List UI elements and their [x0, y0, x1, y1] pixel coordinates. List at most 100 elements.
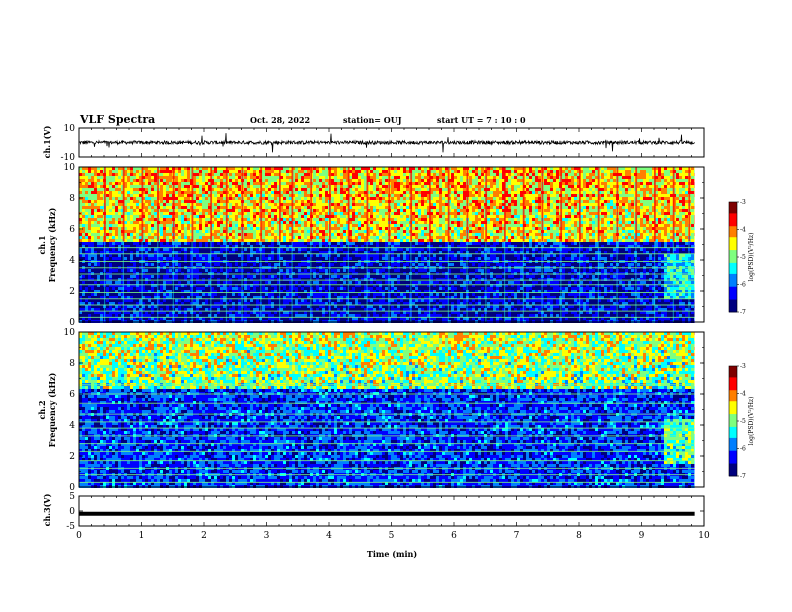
spectrogram-cell	[139, 179, 142, 182]
spectrogram-cell	[244, 215, 247, 218]
spectrogram-cell	[631, 182, 634, 185]
spectrogram-cell	[583, 215, 586, 218]
spectrogram-cell	[196, 221, 199, 224]
spectrogram-cell	[223, 233, 226, 236]
spectrogram-cell	[460, 194, 463, 197]
spectrogram-cell	[289, 233, 292, 236]
spectrogram-cell	[244, 176, 247, 179]
spectrogram-cell	[397, 209, 400, 212]
spectrogram-cell	[88, 236, 91, 239]
spectrogram-cell	[649, 197, 652, 200]
spectrogram-cell	[397, 194, 400, 197]
spectrogram-cell	[253, 167, 256, 170]
spectrogram-cell	[577, 212, 580, 215]
spectrogram-cell	[601, 194, 604, 197]
spectrogram-cell	[532, 200, 535, 203]
spectrogram-cell	[349, 206, 352, 209]
spectrogram-cell	[502, 230, 505, 233]
spectrogram-cell	[583, 182, 586, 185]
spectrogram-cell	[193, 224, 196, 227]
spectrogram-cell	[544, 182, 547, 185]
spectrogram-cell	[343, 233, 346, 236]
spectrogram-cell	[346, 221, 349, 224]
spectrogram-cell	[250, 179, 253, 182]
spectrogram-cell	[433, 209, 436, 212]
spectrogram-cell	[667, 227, 670, 230]
spectrogram-cell	[643, 191, 646, 194]
spectrogram-cell	[655, 230, 658, 233]
spectrogram-cell	[529, 179, 532, 182]
spectrogram-cell	[229, 167, 232, 170]
spectrogram-cell	[628, 227, 631, 230]
spectrogram-cell	[517, 197, 520, 200]
spectrogram-cell	[223, 221, 226, 224]
spectrogram-cell	[337, 167, 340, 170]
spectrogram-cell	[106, 191, 109, 194]
spectrogram-cell	[307, 173, 310, 176]
spectrogram-cell	[208, 197, 211, 200]
spectrogram-cell	[628, 167, 631, 170]
spectrogram-cell	[472, 221, 475, 224]
spectrogram-cell	[574, 173, 577, 176]
spectrogram-cell	[412, 221, 415, 224]
spectrogram-cell	[379, 230, 382, 233]
spectrogram-cell	[244, 203, 247, 206]
spectrogram-cell	[613, 176, 616, 179]
spectrogram-cell	[145, 197, 148, 200]
spectrogram-cell	[334, 188, 337, 191]
spectrogram-cell	[508, 224, 511, 227]
spectrogram-cell	[610, 215, 613, 218]
spectrogram-cell	[619, 215, 622, 218]
spectrogram-cell	[568, 194, 571, 197]
spectrogram-cell	[298, 191, 301, 194]
spectrogram-cell	[289, 176, 292, 179]
spectrogram-cell	[238, 188, 241, 191]
spectrogram-cell	[373, 200, 376, 203]
spectrogram-cell	[550, 182, 553, 185]
spectrogram-cell	[586, 170, 589, 173]
spectrogram-cell	[175, 173, 178, 176]
spectrogram-cell	[595, 173, 598, 176]
spectrogram-cell	[238, 218, 241, 221]
spectrogram-cell	[403, 167, 406, 170]
spectrogram-cell	[445, 203, 448, 206]
spectrogram-cell	[571, 176, 574, 179]
spectrogram-cell	[400, 212, 403, 215]
spectrogram-cell	[445, 233, 448, 236]
spectrogram-cell	[565, 176, 568, 179]
spectrogram-cell	[148, 206, 151, 209]
spectrogram-cell	[325, 209, 328, 212]
spectrogram-cell	[115, 215, 118, 218]
spectrogram-cell	[187, 236, 190, 239]
spectrogram-cell	[685, 179, 688, 182]
spectrogram-cell	[277, 224, 280, 227]
spectrogram-cell	[112, 200, 115, 203]
spectrogram-cell	[586, 215, 589, 218]
spectrogram-cell	[631, 191, 634, 194]
spectrogram-cell	[490, 170, 493, 173]
spectrogram-cell	[454, 176, 457, 179]
spectrogram-cell	[547, 197, 550, 200]
spectrogram-cell	[292, 185, 295, 188]
spectrogram-cell	[646, 206, 649, 209]
spectrogram-cell	[145, 236, 148, 239]
spectrogram-cell	[493, 200, 496, 203]
spectrogram-cell	[130, 227, 133, 230]
spectrogram-cell	[544, 197, 547, 200]
spectrogram-cell	[97, 203, 100, 206]
spectrogram-cell	[571, 197, 574, 200]
spectrogram-cell	[640, 224, 643, 227]
spectrogram-cell	[607, 167, 610, 170]
spectrogram-cell	[574, 212, 577, 215]
spectrogram-cell	[415, 200, 418, 203]
spectrogram-cell	[589, 179, 592, 182]
spectrogram-cell	[307, 209, 310, 212]
spectrogram-cell	[439, 218, 442, 221]
spectrogram-cell	[580, 203, 583, 206]
spectrogram-cell	[532, 215, 535, 218]
spectrogram-cell	[94, 188, 97, 191]
spectrogram-cell	[382, 188, 385, 191]
spectrogram-cell	[571, 170, 574, 173]
spectrogram-cell	[301, 194, 304, 197]
spectrogram-cell	[379, 218, 382, 221]
